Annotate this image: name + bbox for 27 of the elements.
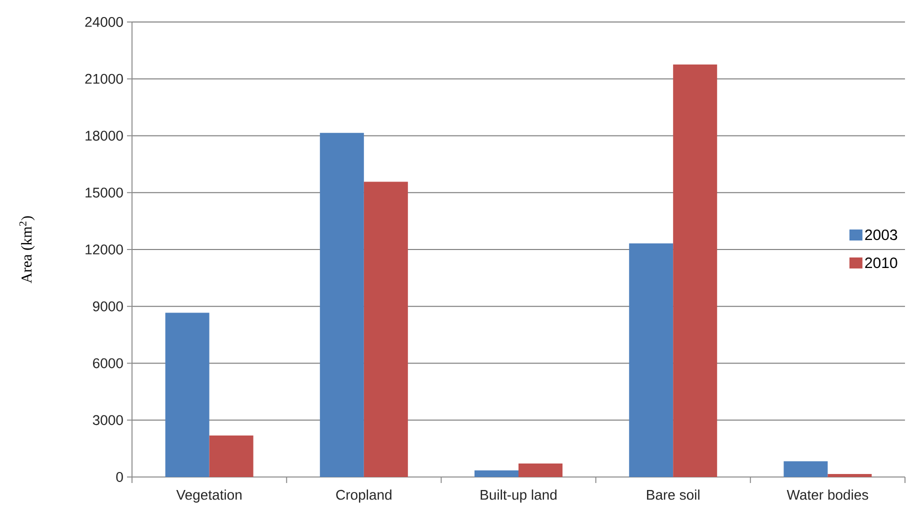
y-tick-label: 21000 (85, 74, 123, 84)
bar (629, 243, 674, 477)
y-axis-title: Area (km$^{2}$) (19, 216, 35, 284)
x-tick-label: Vegetation (176, 490, 242, 503)
x-tick-label: Bare soil (647, 490, 700, 500)
bar (784, 461, 828, 477)
bar (828, 474, 872, 477)
y-tick-label: 24000 (85, 17, 123, 27)
y-tick-label: 12000 (86, 244, 123, 254)
x-tick-label: Built-up land (480, 490, 556, 503)
y-tick-label: 15000 (86, 188, 123, 198)
bar (209, 435, 254, 477)
y-tick-label: 0 (116, 472, 123, 482)
x-tick-label: Cropland (336, 490, 392, 503)
x-tick-label: Water bodies (786, 490, 868, 500)
legend-label: 2010 (865, 257, 898, 268)
y-tick-label: 18000 (86, 130, 123, 141)
y-tick-label: 9000 (92, 301, 123, 312)
y-tick-label: 6000 (93, 358, 123, 368)
y-tick-label: 3000 (92, 415, 123, 426)
bar (165, 312, 210, 477)
bar (474, 470, 519, 477)
bar (673, 64, 718, 477)
legend-label: 2003 (865, 230, 898, 240)
bar (364, 182, 408, 477)
bar (518, 464, 563, 477)
bar (320, 132, 364, 477)
